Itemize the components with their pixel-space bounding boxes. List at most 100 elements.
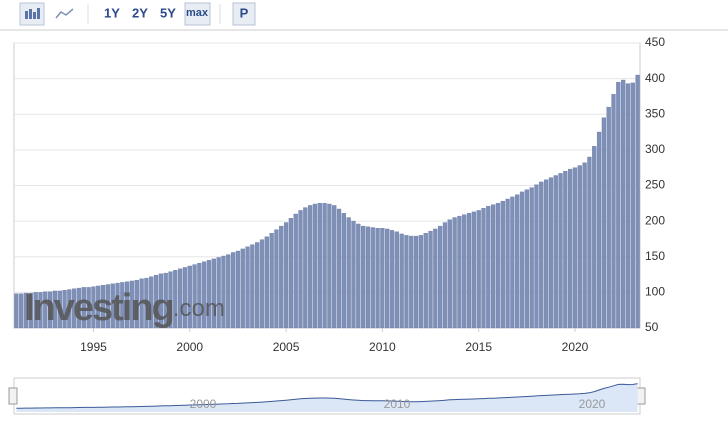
bar: [211, 258, 216, 329]
p-button-label[interactable]: P: [240, 5, 249, 20]
bar: [365, 226, 371, 329]
bar: [476, 210, 481, 329]
bar: [105, 284, 111, 329]
navigator: 2000 2010 2020: [8, 377, 646, 415]
navigator-label: 2020: [579, 397, 606, 411]
range-button[interactable]: 1Y: [104, 5, 120, 20]
bar: [587, 156, 592, 329]
y-tick-label: 250: [645, 178, 665, 192]
bar: [312, 203, 318, 329]
bar: [283, 222, 289, 329]
bar: [303, 207, 308, 329]
bar: [19, 293, 24, 329]
bar: [491, 204, 496, 329]
bar: [178, 268, 183, 329]
bar: [625, 83, 631, 329]
bar: [592, 146, 597, 329]
bar: [457, 215, 462, 329]
range-button[interactable]: 2Y: [132, 5, 148, 20]
bar: [375, 228, 380, 329]
bar: [389, 230, 395, 329]
bar: [433, 228, 438, 329]
bar: [153, 275, 159, 329]
line-view-button[interactable]: [55, 8, 74, 19]
navigator-label: 2000: [190, 397, 217, 411]
bar: [322, 203, 327, 329]
bar: [192, 264, 197, 329]
bar: [356, 223, 361, 329]
bar: [129, 280, 135, 329]
bar: [529, 187, 534, 329]
bar: [621, 79, 626, 329]
watermark-suffix: .com: [173, 295, 225, 322]
range-button[interactable]: 5Y: [160, 5, 176, 20]
navigator-handle[interactable]: [8, 387, 18, 405]
bar: [230, 252, 236, 329]
bar: [510, 196, 515, 329]
bar: [563, 171, 568, 329]
bar: [149, 276, 154, 329]
p-button[interactable]: [232, 2, 256, 26]
bar: [385, 228, 390, 329]
bar: [515, 194, 520, 329]
navigator-area: [16, 383, 638, 412]
bar: [409, 235, 414, 329]
bar: [317, 203, 322, 329]
bar: [86, 287, 91, 329]
bar: [577, 165, 582, 329]
bar: [110, 283, 115, 329]
bar: [139, 278, 144, 329]
bar: [500, 200, 505, 329]
watermark: Investing.com: [24, 287, 225, 329]
bar: [568, 168, 573, 329]
bar: [57, 290, 62, 329]
bar: [250, 244, 255, 329]
navigator-label: 2010: [384, 397, 411, 411]
bar: [197, 262, 202, 329]
bar: [370, 227, 375, 329]
bar: [332, 205, 337, 329]
bar: [486, 205, 491, 329]
y-tick-label: 450: [645, 35, 665, 49]
bar: [76, 287, 82, 329]
bar: [428, 230, 433, 329]
bar: [47, 291, 53, 329]
bar: [346, 217, 351, 329]
bar: [336, 208, 342, 329]
y-tick-label: 100: [645, 285, 665, 299]
bar: [182, 267, 188, 329]
bar: [173, 270, 178, 329]
bar: [519, 191, 525, 329]
bar: [524, 189, 529, 329]
bar: [539, 181, 544, 329]
bar: [534, 184, 539, 329]
bar: [255, 242, 260, 329]
navigator-handle[interactable]: [636, 387, 646, 405]
bar: [404, 235, 409, 329]
x-tick-label: 1995: [80, 340, 107, 354]
bar: [279, 225, 284, 329]
bar: [351, 220, 356, 329]
bar: [447, 219, 452, 329]
bar: [23, 292, 29, 329]
range-button-active[interactable]: [184, 2, 211, 26]
bar: [226, 254, 231, 329]
bar: [543, 179, 549, 329]
bar: [505, 198, 510, 329]
bar: [399, 233, 404, 329]
bar: [418, 235, 424, 329]
range-button[interactable]: max: [186, 7, 209, 19]
y-tick-label: 300: [645, 142, 665, 156]
bar: [240, 248, 245, 329]
bar: [553, 175, 558, 329]
bar: [52, 290, 58, 329]
x-tick-label: 2005: [273, 340, 300, 354]
bar: [14, 293, 19, 329]
bar: [288, 218, 294, 329]
bar: [601, 117, 607, 329]
bar: [206, 260, 212, 329]
bar: [558, 173, 563, 329]
bar: [264, 236, 269, 329]
y-tick-label: 350: [645, 106, 665, 120]
bar: [235, 250, 241, 329]
